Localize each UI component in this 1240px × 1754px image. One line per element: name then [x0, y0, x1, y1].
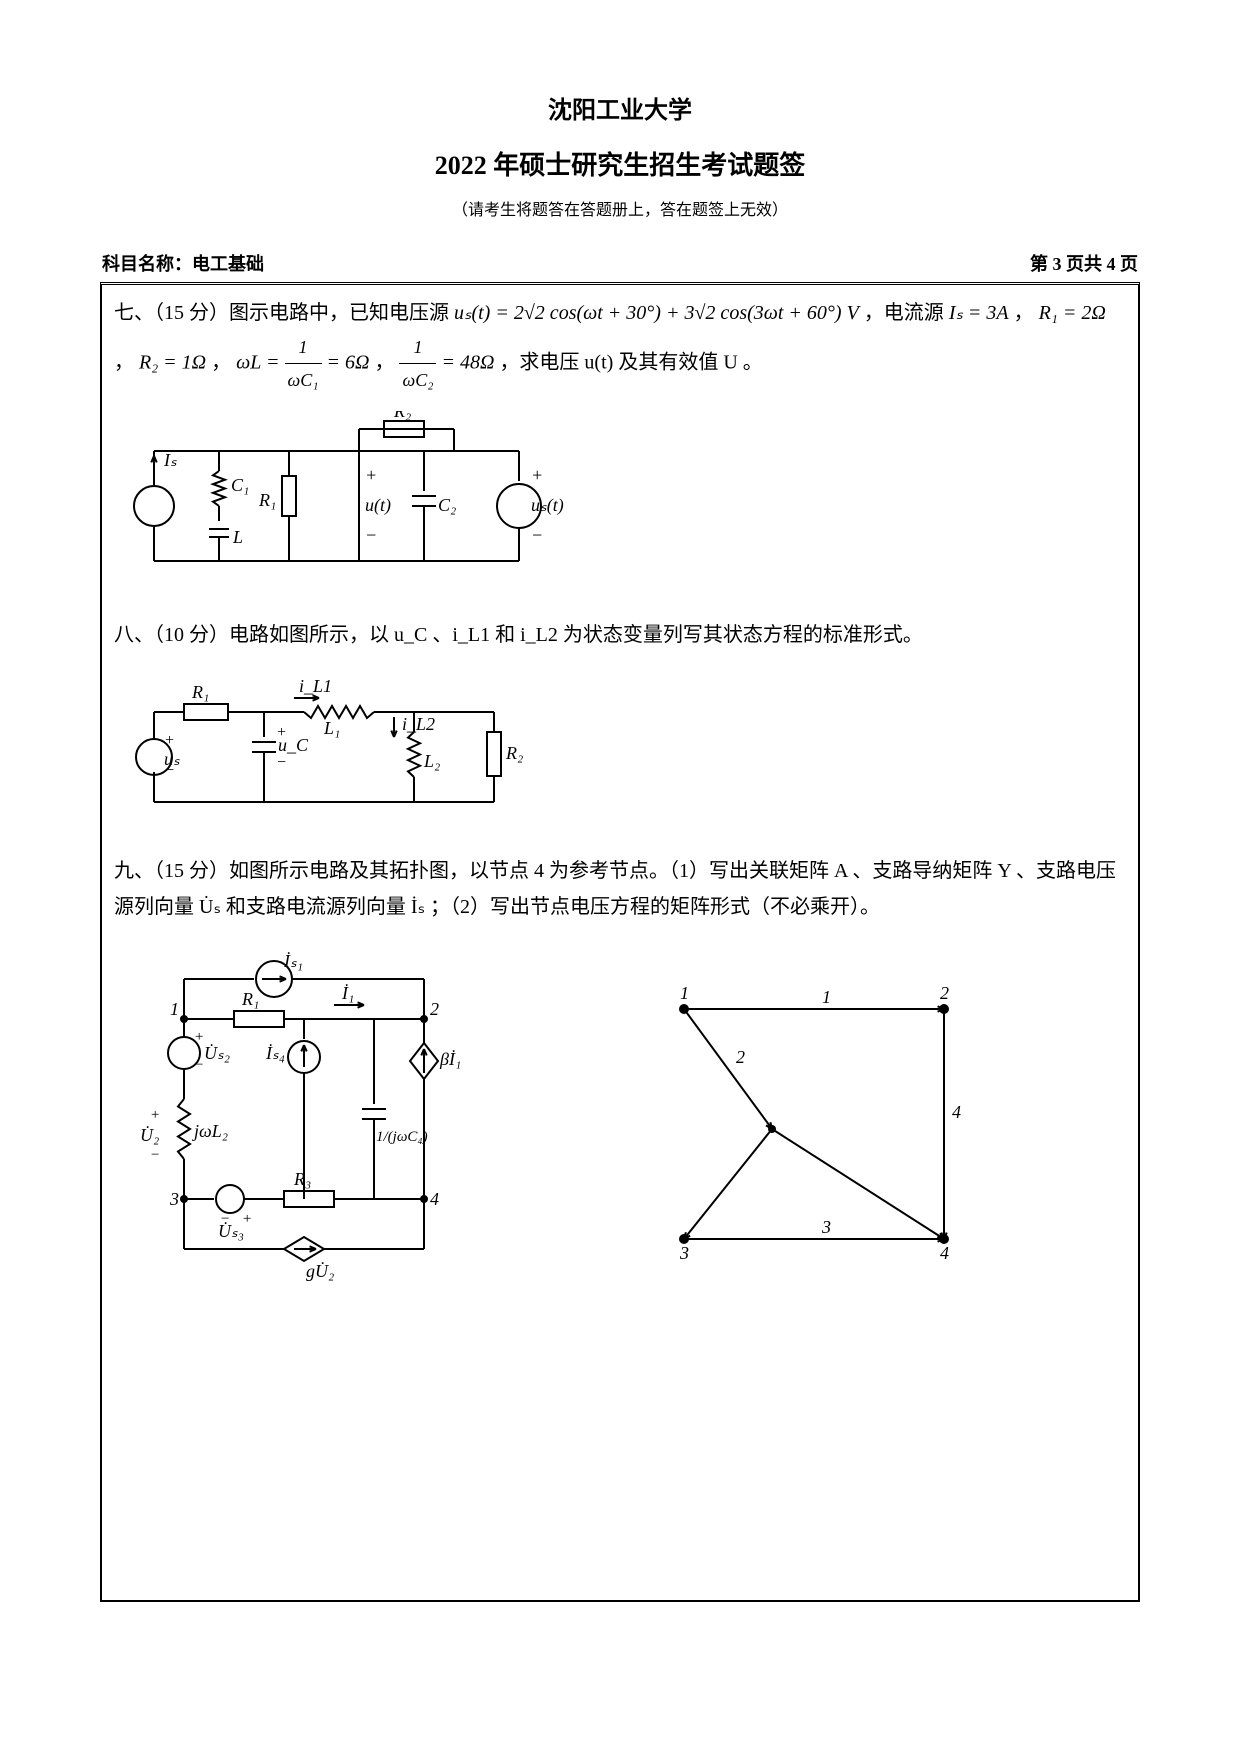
q7-prefix: 七、（15 分）图示电路中，已知电压源 [114, 302, 454, 324]
svg-text:i_L1: i_L1 [299, 676, 332, 696]
svg-text:2: 2 [736, 1047, 745, 1067]
exam-note: （请考生将题答在答题册上，答在题签上无效） [100, 196, 1140, 220]
svg-text:R₁: R₁ [258, 490, 276, 510]
svg-text:2: 2 [430, 999, 439, 1019]
svg-text:1: 1 [822, 987, 831, 1007]
content-frame: 七、（15 分）图示电路中，已知电压源 uₛ(t) = 2√2 cos(ωt +… [100, 282, 1140, 1602]
svg-text:+: + [150, 1107, 160, 1123]
svg-text:jωL₂: jωL₂ [192, 1121, 228, 1141]
svg-text:4: 4 [940, 1243, 949, 1263]
q7-us: uₛ(t) = 2√2 cos(ωt + 30°) + 3√2 cos(3ωt … [454, 302, 859, 324]
svg-text:R₂: R₂ [505, 743, 523, 763]
svg-text:3: 3 [679, 1243, 689, 1263]
svg-text:+: + [531, 465, 543, 485]
svg-text:3: 3 [169, 1189, 179, 1209]
svg-text:U̇ₛ₃: U̇ₛ₃ [218, 1220, 244, 1241]
q7-mid5: ， [374, 351, 394, 373]
svg-text:u_C: u_C [278, 735, 309, 755]
exam-title: 2022 年硕士研究生招生考试题签 [100, 145, 1140, 182]
svg-text:C₂: C₂ [438, 495, 456, 515]
q7-end: ，求电压 u(t) 及其有效值 U 。 [499, 351, 762, 373]
svg-text:uₛ: uₛ [164, 749, 180, 769]
svg-text:4: 4 [952, 1102, 961, 1122]
svg-text:−: − [365, 525, 377, 545]
problem-7-diagram: Iₛ C₁ L R₁ + u(t) − R₂ C₂ + uₛ(t) − [124, 411, 604, 591]
svg-text:İ₁: İ₁ [341, 983, 354, 1003]
svg-text:R₁: R₁ [241, 989, 259, 1009]
university-name: 沈阳工业大学 [100, 90, 1140, 125]
svg-text:+: + [164, 732, 175, 749]
problem-7-text: 七、（15 分）图示电路中，已知电压源 uₛ(t) = 2√2 cos(ωt +… [114, 295, 1126, 397]
svg-text:Iₛ: Iₛ [163, 450, 177, 470]
problem-9: 九、（15 分）如图所示电路及其拓扑图，以节点 4 为参考节点。（1）写出关联矩… [114, 853, 1126, 1299]
problem-8-diagram: +−uₛR₁+u_C−i_L1L₁i_L2L₂R₂ [124, 667, 544, 827]
svg-text:4: 4 [430, 1189, 439, 1209]
problem-8: 八、（10 分）电路如图所示，以 u_C 、i_L1 和 i_L2 为状态变量列… [114, 617, 1126, 827]
q7-mid1: ，电流源 [864, 302, 949, 324]
svg-text:1: 1 [680, 983, 689, 1003]
subject-label: 科目名称：电工基础 [102, 250, 264, 276]
svg-text:L: L [232, 527, 243, 547]
problem-8-text: 八、（10 分）电路如图所示，以 u_C 、i_L1 和 i_L2 为状态变量列… [114, 617, 1126, 653]
svg-text:βİ₁: βİ₁ [439, 1049, 461, 1069]
svg-text:L₁: L₁ [323, 718, 340, 738]
page-label: 第 3 页共 4 页 [1030, 250, 1138, 276]
q7-frac1: 1 ωC₁ [285, 331, 322, 397]
svg-text:U̇₂: U̇₂ [140, 1124, 159, 1145]
q7-mid4: ， [211, 351, 231, 373]
svg-text:−: − [150, 1147, 160, 1163]
svg-text:C₁: C₁ [231, 475, 249, 495]
svg-text:İₛ₄: İₛ₄ [265, 1043, 285, 1063]
q7-eq6: = 6Ω [327, 351, 370, 373]
svg-text:2: 2 [940, 983, 949, 1003]
svg-text:gU̇₂: gU̇₂ [306, 1260, 334, 1281]
svg-text:−: − [276, 754, 287, 771]
svg-text:+: + [365, 465, 377, 485]
q7-r1: R₁ = 2Ω [1039, 302, 1106, 324]
q7-is: Iₛ = 3A [949, 302, 1009, 324]
svg-text:1/(jωC₄): 1/(jωC₄) [376, 1129, 428, 1145]
q7-mid2: ， [1014, 302, 1034, 324]
svg-text:İₛ₁: İₛ₁ [283, 951, 303, 971]
svg-text:R₁: R₁ [191, 682, 209, 702]
svg-text:L₂: L₂ [423, 751, 440, 771]
svg-text:−: − [531, 525, 543, 545]
svg-text:U̇ₛ₂: U̇ₛ₂ [204, 1042, 230, 1063]
problem-9-diagram: 1234İₛ₁R₁İ₁+−U̇ₛ₂+−U̇₂jωL₂İₛ₄1/(jωC₄)βİ₁… [124, 939, 1024, 1299]
svg-text:−: − [194, 1057, 204, 1073]
q7-wl: ωL = [236, 351, 284, 373]
svg-text:uₛ(t): uₛ(t) [531, 495, 564, 516]
svg-text:R₂: R₂ [393, 411, 411, 421]
problem-9-text: 九、（15 分）如图所示电路及其拓扑图，以节点 4 为参考节点。（1）写出关联矩… [114, 853, 1126, 925]
svg-text:R₃: R₃ [293, 1169, 311, 1189]
q7-mid3: ， [114, 351, 134, 373]
svg-text:1: 1 [170, 999, 179, 1019]
q7-eq48: = 48Ω [441, 351, 494, 373]
q7-r2: R₂ = 1Ω [139, 351, 206, 373]
svg-text:3: 3 [821, 1217, 831, 1237]
problem-7: 七、（15 分）图示电路中，已知电压源 uₛ(t) = 2√2 cos(ωt +… [114, 295, 1126, 591]
svg-text:i_L2: i_L2 [402, 714, 435, 734]
q7-frac2: 1 ωC₂ [399, 331, 436, 397]
svg-text:+: + [194, 1029, 204, 1045]
svg-text:u(t): u(t) [365, 495, 391, 516]
